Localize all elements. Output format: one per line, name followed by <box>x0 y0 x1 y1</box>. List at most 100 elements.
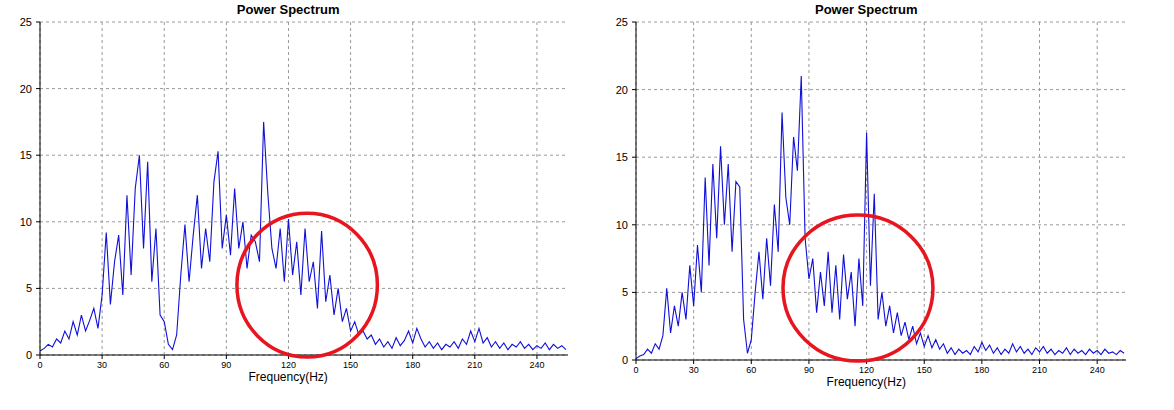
y-tick <box>632 292 636 293</box>
y-tick-label: 25 <box>20 16 32 28</box>
x-tick-label: 180 <box>405 360 420 370</box>
x-axis-label: Frequency(Hz) <box>827 375 906 389</box>
x-tick <box>1039 360 1040 364</box>
y-axis <box>636 22 637 360</box>
x-tick-label: 210 <box>467 360 482 370</box>
y-tick-label: 20 <box>616 84 628 96</box>
grid-line <box>808 22 809 360</box>
x-tick-label: 240 <box>529 360 544 370</box>
x-tick-label: 30 <box>689 365 699 375</box>
title: Power Spectrum <box>815 2 918 17</box>
x-tick <box>474 355 475 359</box>
x-tick-label: 210 <box>1032 365 1047 375</box>
y-tick-label: 10 <box>616 219 628 231</box>
highlight-ellipse <box>237 213 377 357</box>
y-axis <box>40 22 41 355</box>
grid-line <box>288 22 289 355</box>
grid-line <box>636 360 1126 361</box>
x-tick <box>350 355 351 359</box>
grid-line <box>40 88 568 89</box>
grid-line <box>40 22 568 23</box>
grid-line <box>636 157 1126 158</box>
x-tick-label: 180 <box>974 365 989 375</box>
x-tick <box>751 360 752 364</box>
grid-line <box>636 89 1126 90</box>
x-tick-label: 60 <box>746 365 756 375</box>
grid-line <box>866 22 867 360</box>
x-tick <box>808 360 809 364</box>
x-tick-label: 150 <box>343 360 358 370</box>
x-tick <box>693 360 694 364</box>
y-tick <box>36 22 40 23</box>
y-tick-label: 0 <box>622 354 628 366</box>
y-tick-label: 5 <box>26 282 32 294</box>
y-tick <box>632 224 636 225</box>
x-tick <box>40 355 41 359</box>
y-tick <box>632 22 636 23</box>
x-tick <box>981 360 982 364</box>
grid-line <box>636 22 1126 23</box>
y-tick <box>36 288 40 289</box>
grid-line <box>40 288 568 289</box>
y-tick <box>36 221 40 222</box>
highlight-ellipse <box>783 215 933 361</box>
grid-line <box>102 22 103 355</box>
spectrum-line <box>40 122 566 351</box>
y-tick <box>36 355 40 356</box>
x-tick-label: 120 <box>281 360 296 370</box>
y-tick-label: 15 <box>616 151 628 163</box>
y-tick-label: 5 <box>622 286 628 298</box>
x-tick-label: 120 <box>859 365 874 375</box>
x-tick-label: 0 <box>37 360 42 370</box>
page: 05101520250306090120150180210240Power Sp… <box>0 0 1174 410</box>
grid-line <box>751 22 752 360</box>
x-tick <box>924 360 925 364</box>
grid-line <box>693 22 694 360</box>
x-tick <box>164 355 165 359</box>
x-tick-label: 90 <box>221 360 231 370</box>
y-tick-label: 15 <box>20 149 32 161</box>
plot-area <box>40 122 566 351</box>
grid-line <box>981 22 982 360</box>
grid-line <box>636 22 637 360</box>
grid-line <box>474 22 475 355</box>
x-tick-label: 60 <box>159 360 169 370</box>
y-tick <box>36 155 40 156</box>
grid-line <box>350 22 351 355</box>
grid-line <box>164 22 165 355</box>
x-tick <box>226 355 227 359</box>
x-tick <box>102 355 103 359</box>
grid-line <box>1039 22 1040 360</box>
x-tick-label: 0 <box>633 365 638 375</box>
grid-line <box>40 22 41 355</box>
grid-line <box>1097 22 1098 360</box>
y-tick <box>632 157 636 158</box>
grid-line <box>924 22 925 360</box>
title: Power Spectrum <box>237 2 340 17</box>
x-tick <box>536 355 537 359</box>
x-axis <box>636 360 1126 361</box>
grid-line <box>636 292 1126 293</box>
x-tick <box>636 360 637 364</box>
x-tick-label: 150 <box>917 365 932 375</box>
y-tick <box>632 89 636 90</box>
x-tick-label: 90 <box>804 365 814 375</box>
y-tick-label: 25 <box>616 16 628 28</box>
y-tick-label: 20 <box>20 83 32 95</box>
y-tick <box>36 88 40 89</box>
y-tick-label: 10 <box>20 216 32 228</box>
x-tick <box>412 355 413 359</box>
grid-line <box>40 221 568 222</box>
x-tick-label: 30 <box>97 360 107 370</box>
x-tick-label: 240 <box>1090 365 1105 375</box>
chart: 0 5 10 15 20 25 0 30 60 90 120 150 180 210 240 Power Sp… <box>616 2 1126 389</box>
grid-line <box>226 22 227 355</box>
y-tick <box>632 360 636 361</box>
y-tick-label: 0 <box>26 349 32 361</box>
chart: 0 5 10 15 20 25 0 30 60 90 120 150 180 210 240 Power Sp… <box>20 2 568 384</box>
grid-line <box>40 155 568 156</box>
grid-line <box>536 22 537 355</box>
grid-line <box>412 22 413 355</box>
x-axis-label: Frequency(Hz) <box>248 370 327 384</box>
x-tick <box>1097 360 1098 364</box>
